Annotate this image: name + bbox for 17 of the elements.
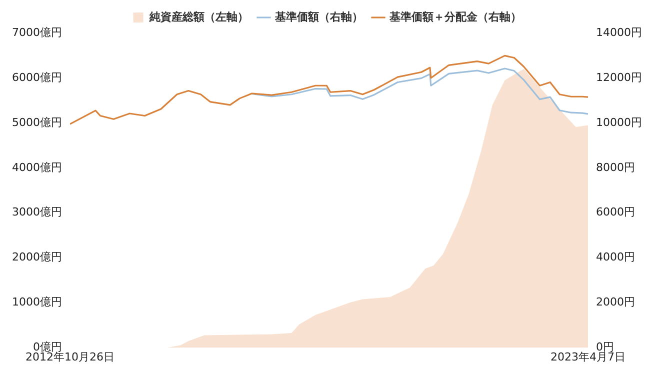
y-tick-label: 3000億円: [12, 206, 62, 219]
y-tick-label: 1000億円: [12, 296, 62, 309]
y2-tick-label: 6000円: [596, 206, 636, 219]
y2-tick-label: 2000円: [596, 296, 636, 309]
y-tick-label: 5000億円: [12, 116, 62, 129]
y-tick-label: 6000億円: [12, 70, 62, 84]
y2-tick-label: 4000円: [596, 250, 636, 264]
y2-tick-label: 14000円: [596, 26, 642, 39]
y-tick-label: 4000億円: [12, 160, 62, 174]
legend-label: 基準価額＋分配金（右軸）: [388, 10, 522, 24]
y2-tick-label: 8000円: [596, 160, 636, 174]
legend-label: 純資産総額（左軸）: [148, 10, 248, 24]
y2-tick-label: 10000円: [596, 116, 642, 129]
legend-label: 基準価額（右軸）: [274, 10, 363, 24]
y-tick-label: 2000億円: [12, 250, 62, 264]
y2-tick-label: 12000円: [596, 70, 642, 84]
y-tick-label: 7000億円: [12, 26, 62, 39]
